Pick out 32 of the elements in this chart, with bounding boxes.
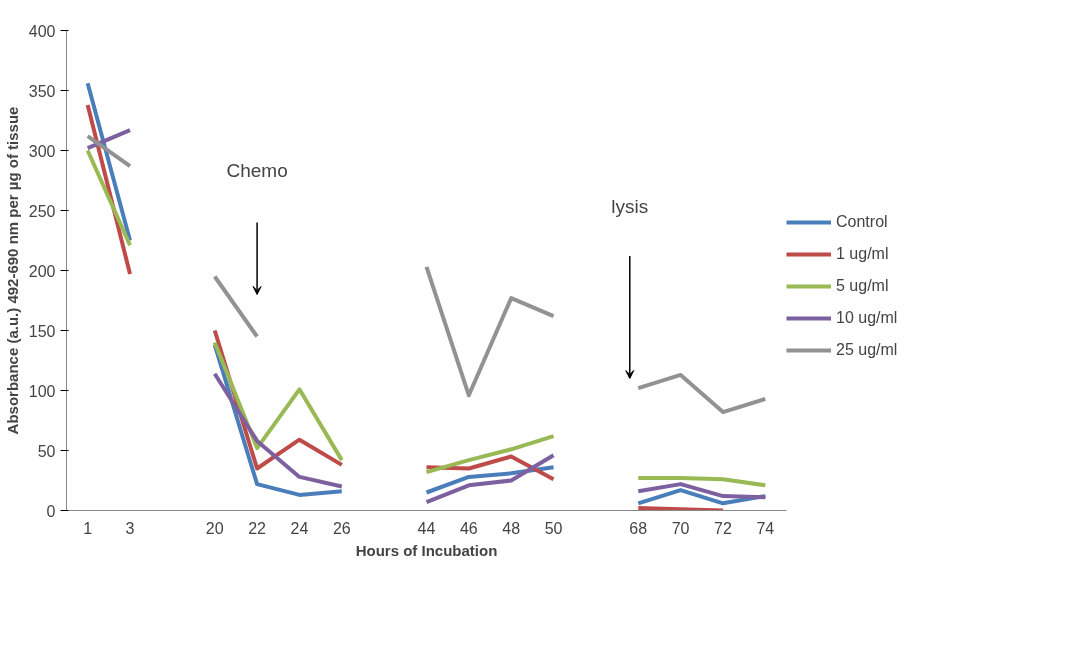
legend-label: Control [836,213,888,231]
x-tick-label: 20 [205,519,224,537]
x-axis-title: Hours of Incubation [355,541,498,559]
y-tick-label: 150 [28,322,56,340]
x-tick-label: 68 [629,519,648,537]
x-tick-label: 72 [714,519,732,537]
x-tick-label: 22 [248,519,267,537]
y-tick-label: 400 [28,22,56,40]
y-tick-label: 350 [28,82,56,100]
y-tick-label: 0 [46,502,56,520]
annotation: lysis [611,195,649,217]
x-tick-label: 74 [756,519,775,537]
x-tick-label: 24 [290,519,309,537]
x-tick-label: 46 [459,519,478,537]
x-tick-label: 1 [83,519,93,537]
annotation: Chemo [226,159,288,181]
y-axis-title: Absorbance (a.u.) 492-690 nm per µg of tissue [3,106,21,435]
y-tick-label: 100 [28,382,56,400]
y-tick-label: 300 [28,142,56,160]
legend-label: 1 ug/ml [836,245,889,263]
legend-label: 10 ug/ml [836,309,898,327]
x-tick-label: 3 [125,519,135,537]
y-tick-label: 250 [28,202,56,220]
x-tick-label: 26 [332,519,351,537]
y-tick-label: 200 [28,262,56,280]
y-tick-label: 50 [37,442,56,460]
x-tick-label: 48 [502,519,521,537]
legend-label: 5 ug/ml [836,277,889,295]
x-tick-label: 70 [671,519,690,537]
x-tick-label: 44 [417,519,436,537]
x-tick-label: 50 [544,519,563,537]
legend-label: 25 ug/ml [836,341,898,359]
